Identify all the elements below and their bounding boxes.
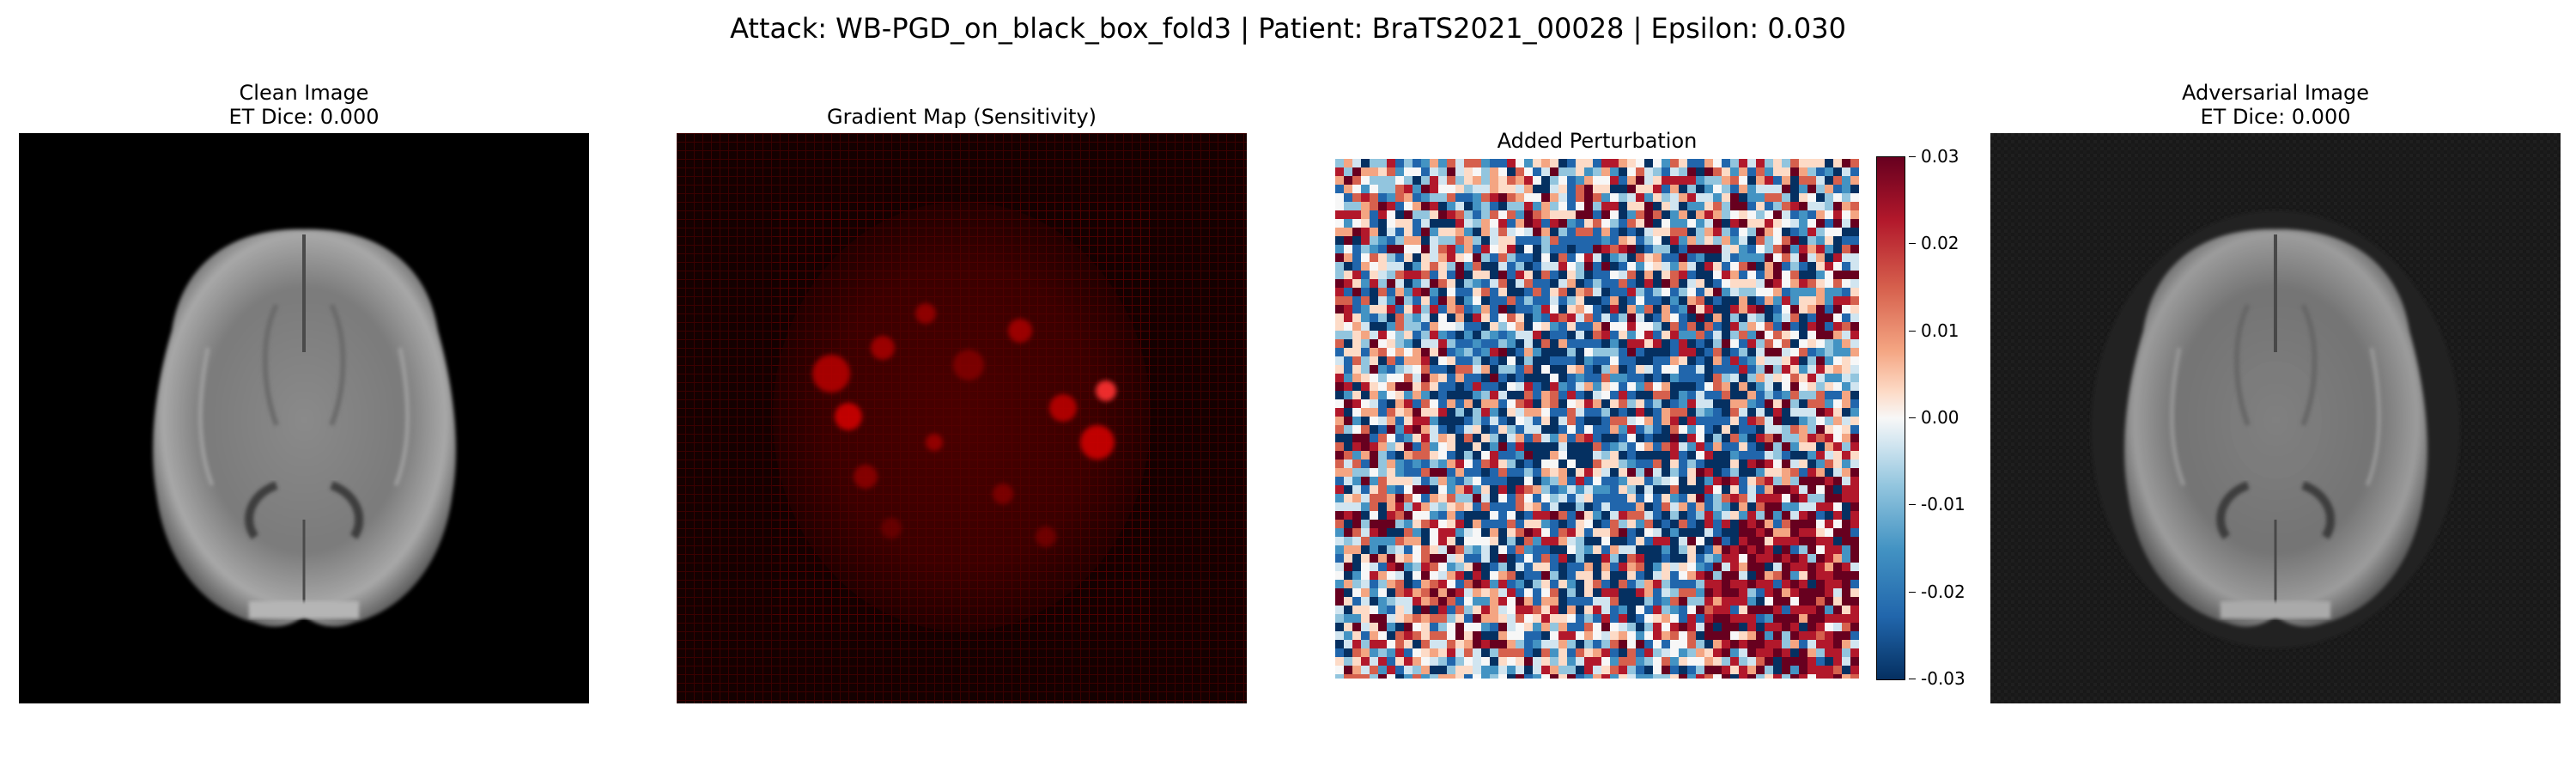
adversarial-image <box>1990 133 2561 703</box>
figure-title: Attack: WB-PGD_on_black_box_fold3 | Pati… <box>730 12 1846 45</box>
gradient-map <box>677 133 1247 703</box>
colorbar-tick-label: 0.00 <box>1909 407 1959 428</box>
colorbar-tick-label: 0.02 <box>1909 233 1959 254</box>
colorbar-tick-label: 0.03 <box>1909 146 1959 167</box>
clean-image <box>19 133 589 703</box>
colorbar-tick-label: 0.01 <box>1909 320 1959 341</box>
perturbation-title-text: Added Perturbation <box>1497 129 1698 153</box>
colorbar-tick-label: -0.03 <box>1909 668 1965 689</box>
colorbar <box>1876 156 1905 680</box>
colorbar-tick-label: -0.02 <box>1909 581 1965 602</box>
gradient-map-title: Gradient Map (Sensitivity) <box>677 105 1247 129</box>
clean-image-title: Clean Image ET Dice: 0.000 <box>19 81 589 129</box>
perturbation-map <box>1335 159 1859 679</box>
colorbar-tick-label: -0.01 <box>1909 494 1965 515</box>
adversarial-image-title: Adversarial Image ET Dice: 0.000 <box>1990 81 2561 129</box>
adversarial-image-title-text: Adversarial Image <box>2182 81 2369 105</box>
clean-image-dice: ET Dice: 0.000 <box>228 105 380 129</box>
adversarial-image-dice: ET Dice: 0.000 <box>2200 105 2351 129</box>
perturbation-title: Added Perturbation <box>1335 129 1859 153</box>
gradient-map-title-text: Gradient Map (Sensitivity) <box>826 105 1097 129</box>
clean-image-title-text: Clean Image <box>239 81 369 105</box>
